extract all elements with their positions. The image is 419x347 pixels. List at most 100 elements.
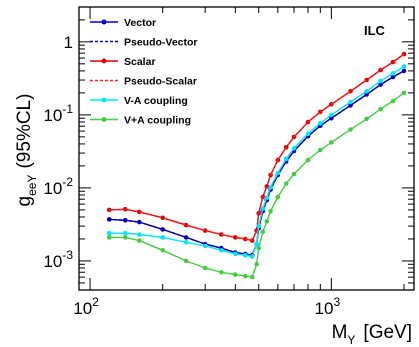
- data-point: [401, 64, 407, 69]
- data-point: [378, 78, 383, 84]
- legend-marker: [101, 117, 107, 122]
- data-point: [291, 145, 297, 151]
- series-pseudo-scalar: [109, 53, 405, 242]
- data-point: [348, 127, 353, 132]
- ticks-layer: 102 103 10-3 10-2 10-1 1: [43, 33, 340, 318]
- data-point: [268, 185, 273, 190]
- x-tick-label-1: 103: [315, 295, 341, 318]
- data-point: [254, 241, 259, 247]
- legend-entry: V+A coupling: [90, 115, 191, 127]
- data-point: [256, 223, 262, 229]
- data-point: [264, 195, 270, 201]
- series-line: [109, 65, 405, 258]
- data-point: [283, 181, 289, 186]
- data-point: [275, 194, 281, 200]
- data-point: [160, 248, 165, 253]
- data-point: [219, 270, 224, 275]
- legend-marker: [101, 19, 107, 25]
- legend-label: V+A coupling: [124, 115, 191, 127]
- x-axis-title-unit: [GeV]: [363, 322, 412, 343]
- data-point: [160, 235, 165, 240]
- data-point: [183, 240, 189, 245]
- x-axis-title-sub: Y: [347, 333, 355, 347]
- data-point: [264, 218, 270, 224]
- data-point: [160, 215, 165, 221]
- data-point: [137, 238, 142, 243]
- data-point: [106, 230, 112, 236]
- annotation-ilc: ILC: [364, 23, 386, 38]
- legend-entry: Scalar: [90, 56, 156, 68]
- series-layer: [106, 51, 407, 280]
- data-point: [390, 98, 396, 104]
- data-point: [233, 251, 238, 257]
- series-v-a-coupling: [106, 90, 407, 280]
- data-point: [243, 252, 248, 258]
- series-line: [109, 92, 405, 278]
- data-point: [256, 245, 262, 251]
- y-axis-title-main: g: [14, 196, 35, 207]
- data-point: [202, 265, 208, 271]
- series-line: [109, 70, 405, 256]
- y-axis-title-tail: (95%CL): [14, 94, 35, 169]
- data-point: [364, 116, 369, 122]
- data-point: [318, 120, 323, 126]
- x-tick-label-0: 102: [73, 295, 99, 318]
- data-point: [283, 156, 289, 162]
- data-point: [202, 243, 208, 249]
- data-point: [183, 222, 189, 228]
- data-point: [219, 248, 224, 253]
- y-axis-title: geeY (95%CL): [14, 94, 39, 207]
- data-point: [318, 147, 323, 153]
- data-point: [268, 208, 273, 214]
- data-point: [348, 99, 353, 105]
- data-point: [305, 157, 311, 163]
- legend-label: Pseudo-Vector: [124, 37, 198, 49]
- legend-label: V-A coupling: [124, 95, 188, 107]
- data-point: [160, 227, 165, 232]
- data-point: [137, 232, 142, 237]
- data-point: [123, 230, 128, 236]
- data-point: [254, 262, 259, 267]
- data-point: [183, 258, 189, 264]
- data-point: [183, 235, 189, 240]
- data-point: [249, 254, 255, 259]
- plot-frame: [78, 6, 415, 291]
- y-axis-title-sub: eeY: [25, 175, 39, 196]
- data-point: [260, 229, 266, 235]
- data-point: [401, 90, 407, 96]
- data-point: [106, 235, 112, 240]
- legend-entry: Pseudo-Vector: [90, 37, 198, 49]
- legend-label: Vector: [124, 17, 156, 29]
- data-point: [291, 171, 297, 177]
- data-point: [329, 112, 334, 118]
- y-tick-label-2: 10-1: [43, 102, 73, 125]
- legend-marker: [101, 58, 107, 64]
- data-point: [260, 206, 266, 211]
- data-point: [249, 274, 255, 280]
- data-point: [202, 228, 208, 233]
- data-point: [378, 106, 383, 112]
- legend-entry: V-A coupling: [90, 95, 188, 107]
- legend-entry: Vector: [90, 17, 156, 29]
- data-point: [305, 131, 311, 137]
- y-tick-label-1: 10-2: [43, 175, 73, 198]
- data-point: [243, 236, 248, 242]
- data-point: [329, 140, 334, 145]
- y-tick-label-3: 1: [64, 33, 73, 52]
- data-point: [364, 89, 369, 94]
- legend-label: Scalar: [124, 56, 156, 68]
- data-point: [233, 235, 238, 240]
- legend-marker: [101, 97, 107, 103]
- data-point: [275, 170, 281, 176]
- data-point: [390, 71, 396, 76]
- y-tick-label-0: 10-3: [43, 248, 73, 271]
- data-point: [243, 273, 248, 279]
- data-point: [123, 235, 128, 240]
- x-axis-title: MY [GeV]: [332, 322, 412, 347]
- legend-label: Pseudo-Scalar: [124, 76, 197, 88]
- legend: Vector Pseudo-Vector Scalar Pseudo-Scalar V-…: [90, 17, 198, 127]
- data-point: [233, 272, 238, 277]
- x-axis-title-main: M: [332, 322, 348, 343]
